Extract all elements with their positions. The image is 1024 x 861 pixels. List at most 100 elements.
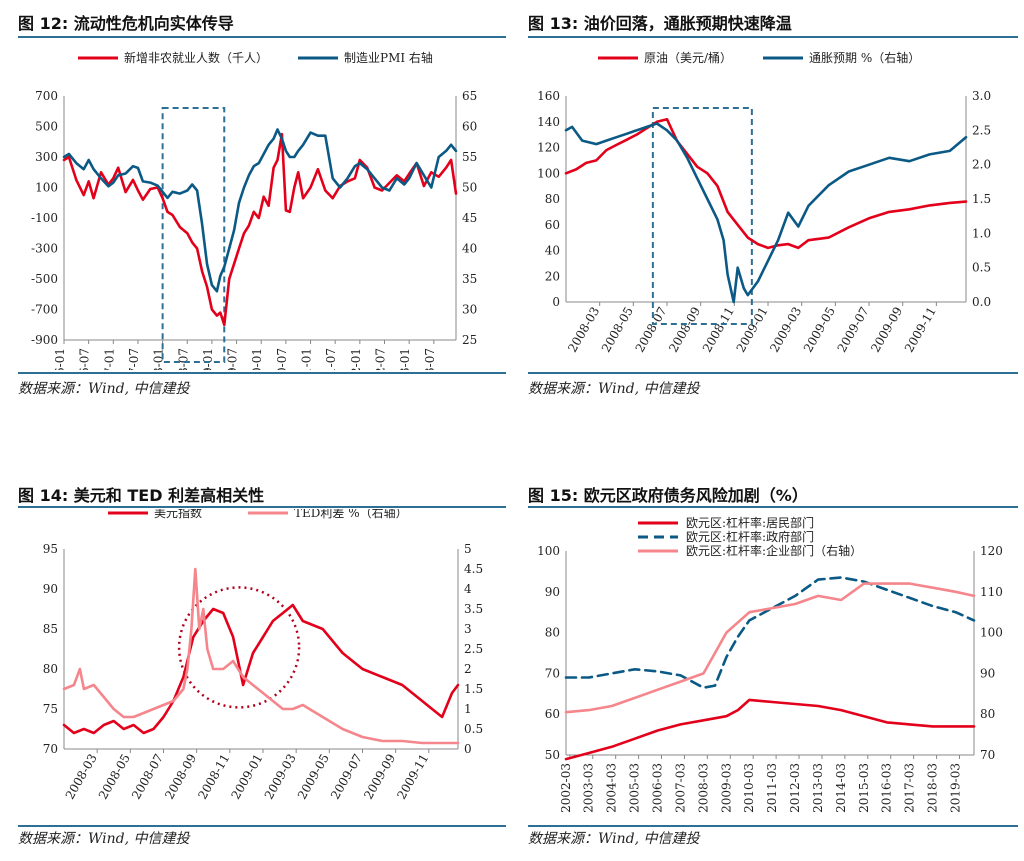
footer-rule xyxy=(528,372,1018,374)
title-rule xyxy=(18,506,506,508)
y-right-tick-label: 4 xyxy=(464,582,472,596)
y-left-tick-label: 80 xyxy=(43,662,58,676)
x-tick-label: 2009-05 xyxy=(801,305,838,355)
x-tick-label: 2008-07 xyxy=(633,305,670,355)
source-note: 数据来源：Wind, 中信建投 xyxy=(528,831,700,847)
panel-title: 图 12: 流动性危机向实体传导 xyxy=(18,14,234,33)
legend-label: 欧元区:杠杆率:政府部门 xyxy=(686,529,814,544)
footer-rule xyxy=(18,372,506,374)
y-right-tick-label: 65 xyxy=(462,89,477,103)
legend-label: 通胀预期 %（右轴） xyxy=(809,50,920,65)
x-tick-label: 2009-09 xyxy=(361,752,398,802)
x-tick-label: 2012-07 xyxy=(374,348,388,370)
x-tick-label: 2008-03 xyxy=(565,305,602,355)
x-tick-label: 2006-07 xyxy=(78,348,92,370)
y-left-tick-label: 70 xyxy=(43,742,58,756)
x-tick-label: 2013-03 xyxy=(811,763,825,813)
chart-nonfarm-pmi: 700 500 300 100 -100 -300 -500 -700 -900 65 60 55 50… xyxy=(31,50,477,370)
panel-nonfarm-pmi: 图 12: 流动性危机向实体传导 700 500 300 100 -100 -300 -50… xyxy=(18,10,506,400)
y-left-tick-label: 50 xyxy=(545,748,560,762)
title-rule xyxy=(528,506,1018,508)
series-line-0 xyxy=(62,132,458,327)
y-left-tick-label: -300 xyxy=(31,242,58,256)
y-right-tick-label: 1.5 xyxy=(464,682,483,696)
x-tick-label: 2012-03 xyxy=(788,763,802,813)
x-tick-label: 2008-05 xyxy=(599,305,636,355)
y-right-tick-label: 80 xyxy=(980,707,995,721)
y-right-tick-label: 3 xyxy=(464,622,472,636)
y-left-tick-label: 160 xyxy=(537,89,560,103)
y-left-tick-label: 60 xyxy=(545,707,560,721)
y-right-tick-label: 0.5 xyxy=(972,261,991,275)
panel-title: 图 14: 美元和 TED 利差高相关性 xyxy=(18,486,265,505)
highlight-circle xyxy=(177,586,301,709)
highlight-box xyxy=(161,107,226,363)
y-right-tick-label: 0.5 xyxy=(464,722,483,736)
x-tick-label: 2009-03 xyxy=(262,752,299,802)
y-right-tick-label: 40 xyxy=(462,242,477,256)
y-left-tick-label: 500 xyxy=(35,120,58,134)
x-tick-label: 2008-07 xyxy=(129,752,166,802)
highlight-box xyxy=(651,107,753,325)
y-left-tick-label: 90 xyxy=(545,585,560,599)
legend-label: 制造业PMI 右轴 xyxy=(344,50,433,65)
y-right-tick-label: 110 xyxy=(980,585,1003,599)
x-tick-label: 2007-01 xyxy=(102,348,116,370)
x-tick-label: 2012-01 xyxy=(349,348,363,370)
legend-label: 欧元区:杠杆率:居民部门 xyxy=(686,515,814,530)
x-tick-label: 2013-01 xyxy=(398,348,412,370)
y-right-tick-label: 30 xyxy=(462,303,477,317)
x-tick-label: 2002-03 xyxy=(559,763,573,813)
y-right-tick-label: 5 xyxy=(464,542,472,556)
series-line-0 xyxy=(62,603,460,735)
x-tick-label: 2008-07 xyxy=(176,348,190,370)
y-right-tick-label: 25 xyxy=(462,333,477,347)
panel-dollar-ted: 图 14: 美元和 TED 利差高相关性 95 90 85 80 75 70 5 4.5 4 3.… xyxy=(18,482,506,857)
y-right-tick-label: 120 xyxy=(980,544,1003,558)
y-right-tick-label: 35 xyxy=(462,272,477,286)
title-rule xyxy=(528,36,1018,38)
series-line-1 xyxy=(62,128,458,293)
x-tick-label: 2013-07 xyxy=(423,348,437,370)
series-line-1 xyxy=(62,567,460,745)
x-tick-label: 2009-03 xyxy=(767,305,804,355)
x-tick-label: 2009-11 xyxy=(902,305,939,355)
x-tick-label: 2010-07 xyxy=(275,348,289,370)
x-tick-label: 2014-03 xyxy=(834,763,848,813)
source-note: 数据来源：Wind, 中信建投 xyxy=(18,381,190,397)
y-right-tick-label: 45 xyxy=(462,211,477,225)
x-tick-label: 2008-09 xyxy=(162,752,199,802)
y-left-tick-label: 100 xyxy=(35,181,58,195)
y-left-tick-label: -900 xyxy=(31,333,58,347)
x-tick-label: 2003-03 xyxy=(582,763,596,813)
x-tick-label: 2009-05 xyxy=(295,752,332,802)
x-tick-label: 2009-01 xyxy=(229,752,266,802)
x-tick-label: 2008-11 xyxy=(195,752,232,802)
chart-euro-leverage: 100 90 80 70 60 50 120 110 100 90 80 70 2002-03 2003-… xyxy=(537,515,1003,813)
x-tick-label: 2008-03 xyxy=(696,763,710,813)
y-right-tick-label: 100 xyxy=(980,626,1003,640)
x-tick-label: 2019-03 xyxy=(948,763,962,813)
y-right-tick-label: 2.5 xyxy=(464,642,483,656)
y-right-tick-label: 3.5 xyxy=(464,602,483,616)
x-tick-label: 2017-03 xyxy=(903,763,917,813)
x-tick-label: 2010-01 xyxy=(250,348,264,370)
y-right-tick-label: 1.0 xyxy=(972,226,991,240)
y-right-tick-label: 3.0 xyxy=(972,89,991,103)
x-tick-label: 2006-03 xyxy=(651,763,665,813)
x-tick-label: 2009-07 xyxy=(835,305,872,355)
y-left-tick-label: 90 xyxy=(43,582,58,596)
y-right-tick-label: 60 xyxy=(462,120,477,134)
series-line-1 xyxy=(564,576,976,689)
x-tick-label: 2008-03 xyxy=(63,752,100,802)
x-tick-label: 2005-03 xyxy=(628,763,642,813)
y-left-tick-label: 100 xyxy=(537,166,560,180)
y-left-tick-label: -100 xyxy=(31,211,58,225)
y-right-tick-label: 4.5 xyxy=(464,562,483,576)
source-note: 数据来源：Wind, 中信建投 xyxy=(528,381,700,397)
legend-label: TED利差 %（右轴） xyxy=(294,509,408,520)
y-right-tick-label: 2.0 xyxy=(972,158,991,172)
x-tick-label: 2011-01 xyxy=(300,348,314,370)
chart-dollar-ted: 95 90 85 80 75 70 5 4.5 4 3.5 3 2.5 2 1.5 1 0.5 0 2008-03… xyxy=(43,509,483,802)
x-tick-label: 2009-07 xyxy=(328,752,365,802)
